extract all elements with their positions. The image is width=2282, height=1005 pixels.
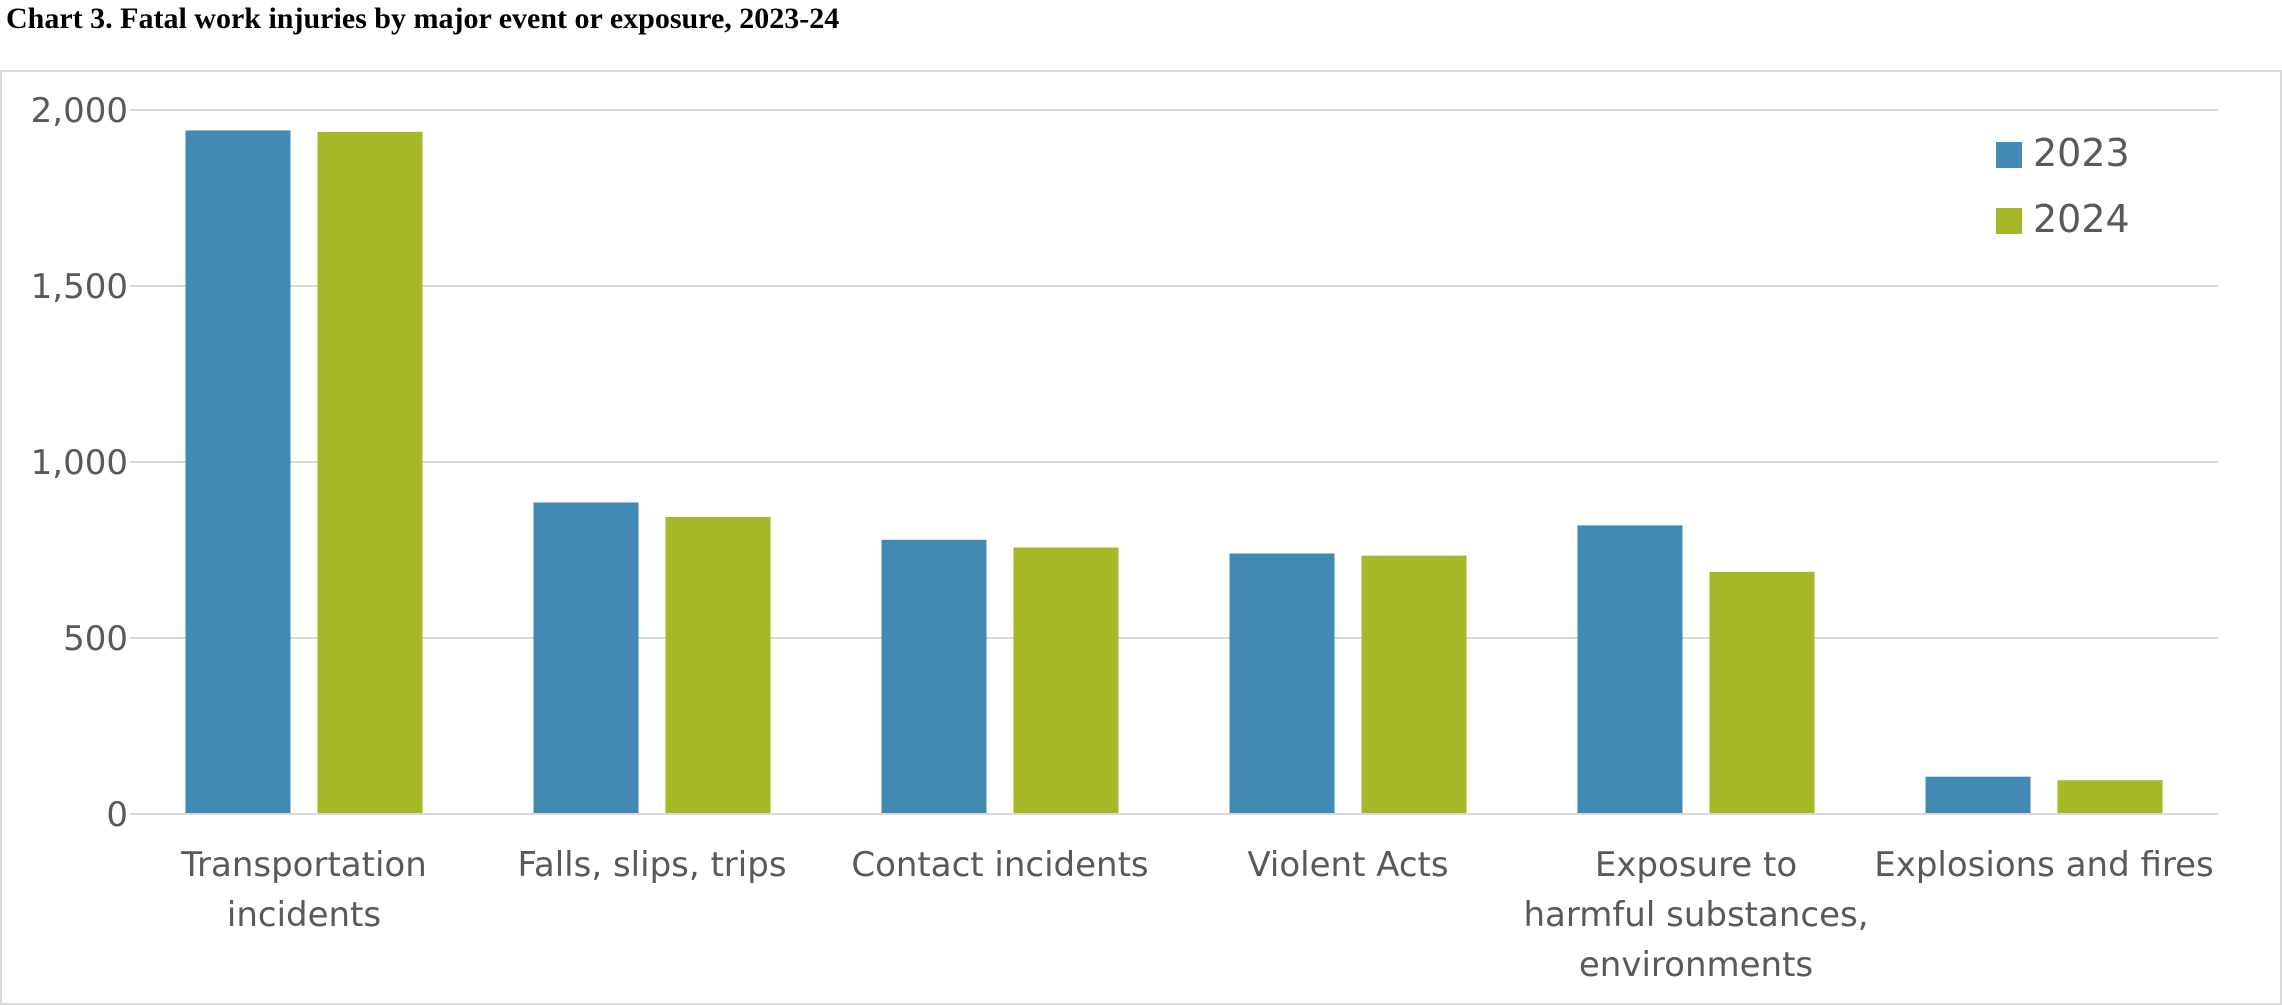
- y-axis: 0 500 1,000 1,500 2,000: [31, 91, 128, 835]
- bar-2023: [881, 539, 987, 814]
- bar-2024: [1361, 555, 1467, 814]
- y-tick-label: 0: [106, 795, 128, 835]
- bar-2024: [1013, 547, 1119, 814]
- legend-swatch-2024: [1996, 208, 2022, 234]
- bar-2023: [185, 130, 291, 814]
- x-tick-label: Violent Acts: [1247, 845, 1448, 885]
- bar-2023: [1229, 553, 1335, 814]
- x-tick-label: Explosions and fires: [1874, 845, 2214, 885]
- bars: [185, 130, 2163, 815]
- chart-area: 0 500 1,000 1,500 2,000 Transportation incide…: [0, 70, 2282, 1005]
- x-tick-label: Transportation incidents: [180, 845, 427, 935]
- chart-title: Chart 3. Fatal work injuries by major ev…: [6, 2, 840, 35]
- bar-2024: [665, 516, 771, 814]
- legend-label-2024: 2024: [2033, 197, 2130, 241]
- x-tick-label: Falls, slips, trips: [517, 845, 786, 885]
- y-tick-label: 1,000: [31, 443, 128, 483]
- y-tick-label: 500: [63, 619, 128, 659]
- x-tick-label: Exposure to harmful substances, environmen…: [1523, 845, 1868, 985]
- x-axis: Transportation incidents Falls, slips, tri…: [130, 813, 2218, 985]
- bar-2023: [533, 502, 639, 814]
- x-tick-label: Contact incidents: [851, 845, 1148, 885]
- bar-2024: [1709, 571, 1815, 814]
- legend-label-2023: 2023: [2033, 131, 2130, 175]
- legend-swatch-2023: [1996, 142, 2022, 168]
- bar-2024: [2057, 780, 2163, 814]
- y-tick-label: 1,500: [31, 267, 128, 307]
- bar-2023: [1925, 776, 2031, 814]
- bar-2023: [1577, 525, 1683, 814]
- legend: 2023 2024: [1996, 131, 2130, 241]
- bar-2024: [317, 131, 423, 815]
- y-tick-label: 2,000: [31, 91, 128, 131]
